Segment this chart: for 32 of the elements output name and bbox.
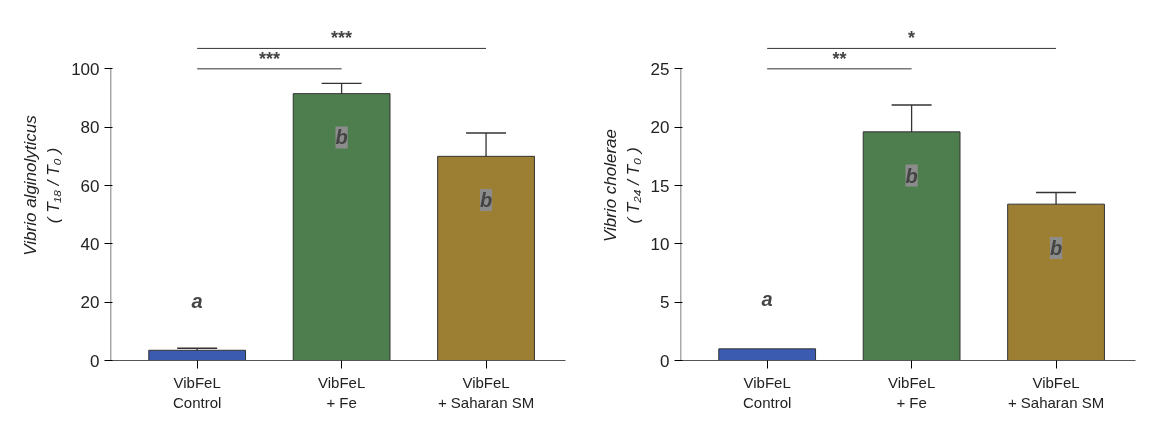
y-tick-label: 80 (80, 118, 100, 138)
annotation: *** (258, 48, 280, 69)
y-axis-title: Vibrio cholerae ( T₂₄ / T₀ ) (600, 128, 643, 243)
annotation: b (479, 189, 493, 212)
y-axis-title: Vibrio alginolyticus ( T₁₈ / T₀ ) (21, 114, 64, 256)
y-tick-label: 20 (80, 293, 100, 313)
y-tick-label: 15 (650, 176, 670, 196)
y-tick-label: 0 (660, 351, 670, 371)
y-tick-label: 5 (660, 293, 670, 313)
x-tick-label: VibFeL Control (172, 373, 222, 411)
x-tick-label: VibFeL + Saharan SM (437, 373, 535, 411)
y-tick-label: 60 (80, 176, 100, 196)
annotation: ** (832, 48, 847, 69)
y-tick-label: 20 (650, 118, 670, 138)
bar (718, 348, 817, 361)
y-tick-label: 100 (71, 59, 100, 79)
annotation: a (191, 289, 203, 312)
annotation: b (1049, 236, 1063, 259)
bar (148, 349, 247, 361)
y-tick-label: 10 (650, 234, 670, 254)
y-tick-label: 25 (650, 59, 670, 79)
y-tick-label: 0 (90, 351, 100, 371)
text: *** (331, 28, 353, 49)
x-tick-label: VibFeL Control (742, 373, 792, 411)
annotation: b (335, 126, 348, 149)
text: * (908, 28, 916, 49)
annotation: a (761, 288, 773, 311)
x-tick-label: VibFeL + Saharan SM (1007, 373, 1105, 411)
y-tick-label: 40 (80, 234, 100, 254)
x-tick-label: VibFeL + Fe (317, 373, 366, 411)
x-tick-label: VibFeL + Fe (887, 373, 936, 411)
annotation: b (905, 164, 918, 187)
